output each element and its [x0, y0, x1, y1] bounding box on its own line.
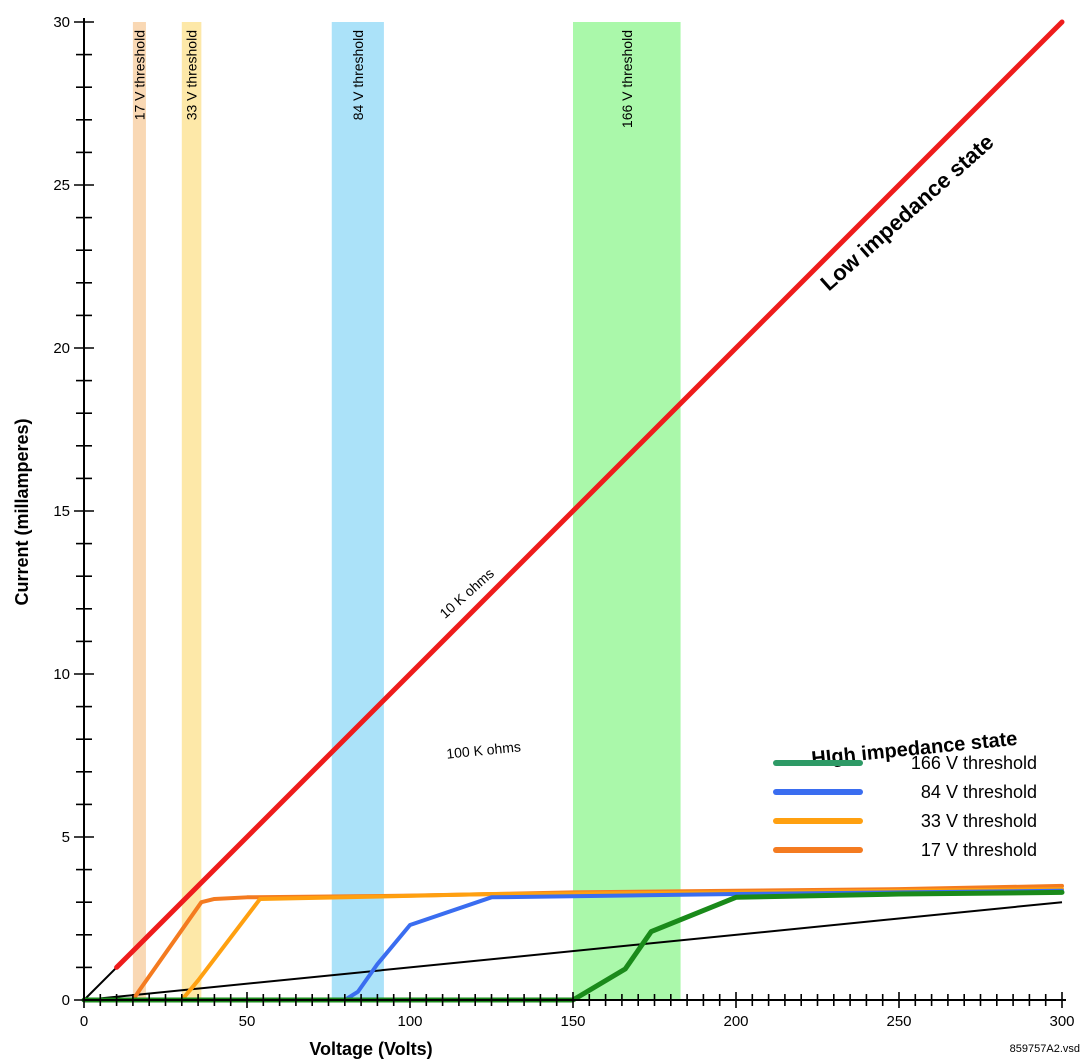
series-line-low-impedance-state — [114, 19, 1065, 970]
legend-label-84-v-threshold: 84 V threshold — [921, 782, 1037, 802]
threshold-bands — [132, 22, 681, 1000]
legend-label-33-v-threshold: 33 V threshold — [921, 811, 1037, 831]
band-166-v-threshold — [573, 22, 681, 1000]
low-impedance-label: Low impedance state — [816, 129, 999, 295]
ref-line-10-k-ohms — [83, 966, 118, 1001]
x-tick-label: 150 — [560, 1013, 585, 1030]
x-axis-title: Voltage (Volts) — [309, 1039, 432, 1059]
band-33-v-threshold — [181, 22, 202, 1000]
y-tick-label: 20 — [53, 340, 70, 357]
legend: 166 V threshold 84 V threshold 33 V thresh… — [773, 753, 1037, 860]
y-tick-label: 25 — [53, 177, 70, 194]
y-tick-label: 0 — [62, 992, 70, 1009]
hundred-k-ohms-label: 100 K ohms — [446, 738, 522, 761]
x-tick-label: 250 — [886, 1013, 911, 1030]
band-label-17-v-threshold: 17 V threshold — [131, 30, 147, 120]
band-label-84-v-threshold: 84 V threshold — [350, 30, 366, 120]
band-label-166-v-threshold: 166 V threshold — [619, 30, 635, 128]
legend-label-17-v-threshold: 17 V threshold — [921, 840, 1037, 860]
x-tick-label: 0 — [80, 1013, 88, 1030]
y-tick-label: 10 — [53, 666, 70, 683]
axes: 0 50 100 150 200 250 300 0 5 10 15 20 25 30 — [53, 14, 1074, 1030]
y-tick-label: 30 — [53, 14, 70, 31]
band-84-v-threshold — [331, 22, 384, 1000]
reference-lines — [83, 901, 1063, 1001]
file-reference: 859757A2.vsd — [1010, 1043, 1080, 1055]
y-tick-label: 15 — [53, 503, 70, 520]
x-tick-label: 50 — [239, 1013, 256, 1030]
y-tick-label: 5 — [62, 829, 70, 846]
ref-line-100-k-ohms — [83, 901, 1063, 1001]
threshold-band-labels: 17 V threshold 33 V threshold 84 V thresho… — [131, 30, 634, 128]
y-axis-title: Current (millamperes) — [12, 418, 32, 605]
x-tick-label: 300 — [1049, 1013, 1074, 1030]
band-label-33-v-threshold: 33 V threshold — [184, 30, 200, 120]
legend-label-166-v-threshold: 166 V threshold — [911, 753, 1037, 773]
band-17-v-threshold — [132, 22, 146, 1000]
annotations: Low impedance state HIgh impedance state… — [436, 129, 1018, 770]
x-tick-label: 100 — [397, 1013, 422, 1030]
x-tick-label: 200 — [723, 1013, 748, 1030]
